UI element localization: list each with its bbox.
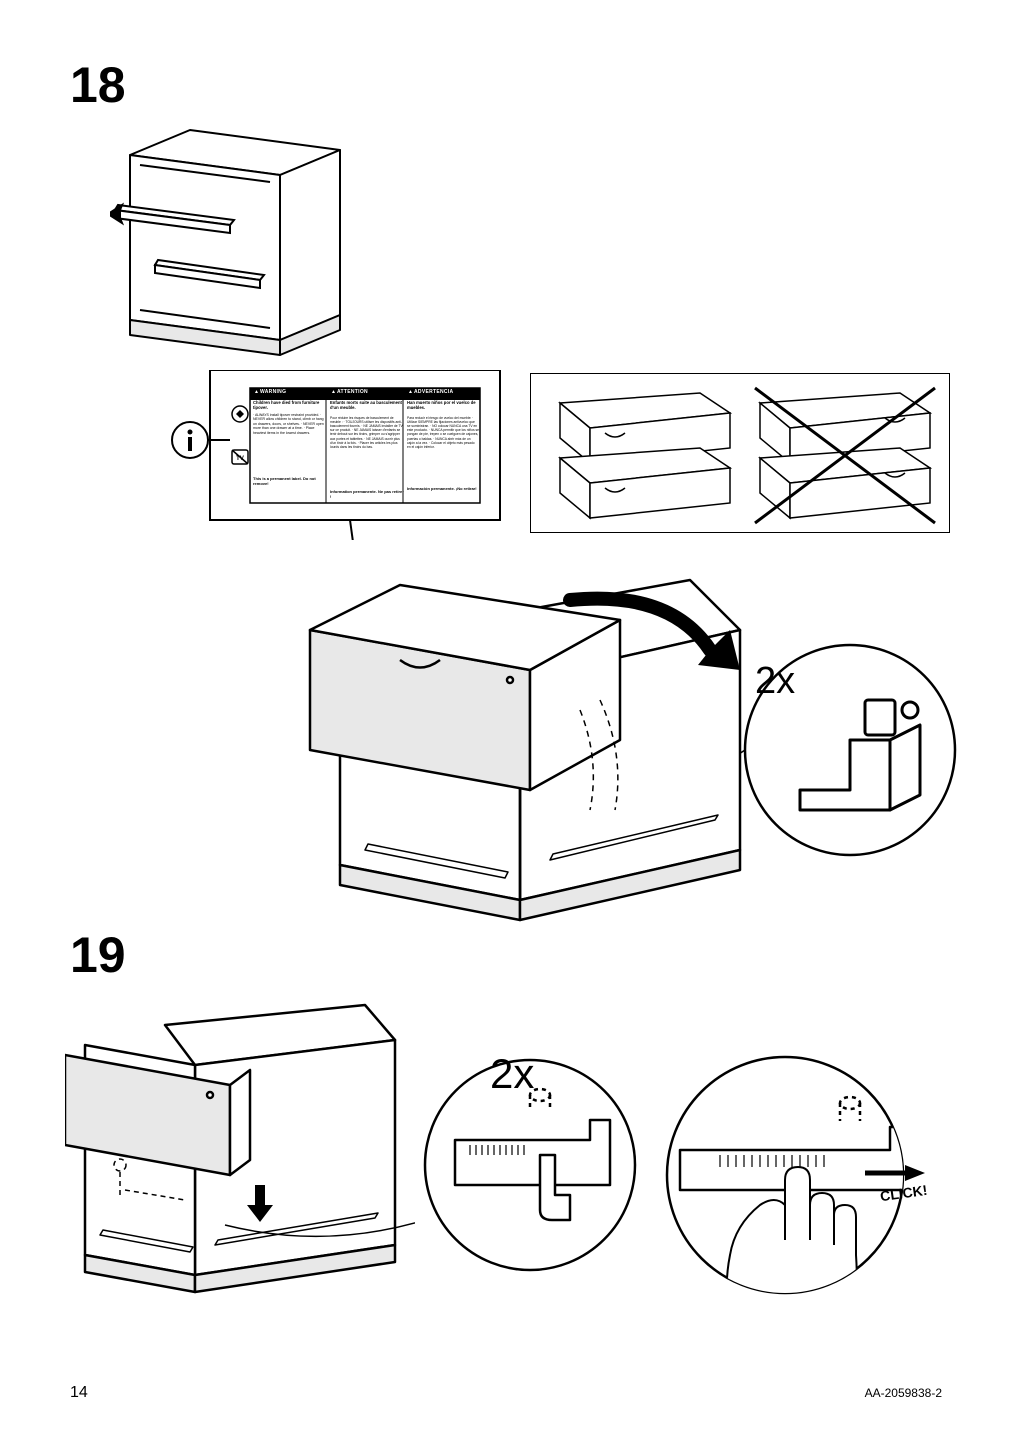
warning-header-triangle-2: ▲ — [331, 389, 336, 395]
step-18-number: 18 — [70, 60, 126, 110]
warning-header-triangle-3: ▲ — [408, 389, 413, 395]
step-19-cabinet-illustration — [65, 1000, 415, 1330]
warning-header-es: ADVERTENCIA — [414, 389, 484, 395]
step-19-detail-click — [650, 1055, 950, 1355]
warning-en-body: · ALWAYS install tipover restraint provi… — [253, 413, 325, 435]
warning-es-footer: Información permanente. ¡No retirar! — [407, 487, 479, 492]
warning-header-en: WARNING — [260, 389, 330, 395]
step-18-cabinet-illustration — [110, 110, 370, 370]
warning-es-body: Para reducir el riesgo de vuelco del mue… — [407, 416, 479, 449]
qty-label-drawer-insert: 2x — [755, 660, 795, 703]
page-footer: 14 AA-2059838-2 — [70, 1384, 942, 1402]
assembly-instruction-page: 18 — [0, 0, 1012, 1432]
warning-fr-body: Pour réduire les risques de basculement … — [330, 416, 404, 449]
warning-label-callout: TV — [170, 370, 510, 540]
warning-es-header: Han muerto niños por el vuelco de mueble… — [407, 401, 479, 410]
step-19-number: 19 — [70, 930, 126, 980]
step-18-drawer-insertion — [220, 560, 760, 940]
document-id: AA-2059838-2 — [865, 1386, 942, 1400]
page-number: 14 — [70, 1384, 88, 1402]
warning-fr-footer: Information permanente. Ne pas retirer ! — [330, 490, 404, 499]
warning-en-footer: This is a permanent label. Do not remove… — [253, 477, 325, 486]
warning-en-header: Children have died from furniture tipove… — [253, 401, 323, 410]
drawer-orientation-guide — [530, 373, 950, 533]
qty-label-clip-press: 2x — [490, 1050, 534, 1098]
warning-header-fr: ATTENTION — [337, 389, 407, 395]
warning-fr-header: Enfants morts suite au basculement d'un … — [330, 401, 402, 410]
warning-header-triangle-1: ▲ — [254, 389, 259, 395]
